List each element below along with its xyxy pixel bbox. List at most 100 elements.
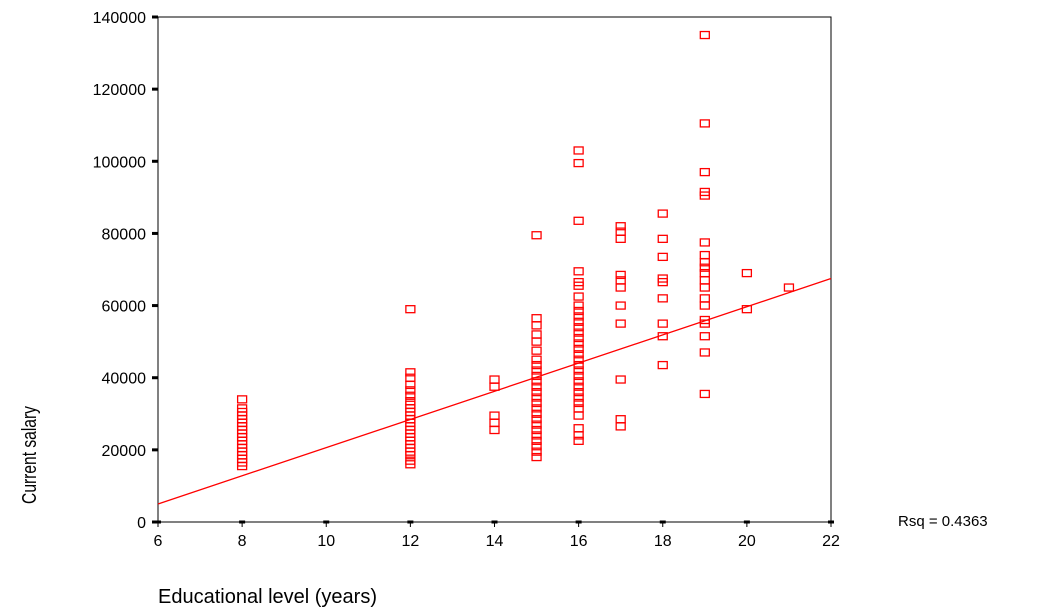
data-point (573, 333, 584, 343)
y-tick-label: 100000 (93, 154, 146, 171)
data-point (573, 317, 584, 326)
data-point (699, 294, 710, 303)
x-tick-label: 18 (654, 533, 672, 550)
data-point (573, 328, 584, 337)
x-tick-label: 22 (822, 533, 840, 550)
data-point (531, 415, 542, 424)
data-point (657, 209, 668, 218)
data-point (657, 319, 668, 328)
data-point (531, 442, 542, 451)
data-point (573, 344, 584, 354)
data-point (615, 415, 626, 424)
data-point (531, 420, 542, 429)
data-point (531, 425, 542, 435)
data-point (573, 411, 584, 420)
data-point (573, 404, 584, 413)
data-point (531, 447, 542, 456)
x-tick-label: 12 (401, 533, 419, 550)
data-point (657, 274, 668, 283)
data-point (699, 283, 710, 292)
data-point (489, 418, 500, 427)
data-point (531, 393, 542, 402)
data-point (405, 386, 416, 395)
data-point (573, 146, 584, 155)
data-point (741, 305, 753, 314)
data-point (531, 346, 542, 355)
data-point (531, 321, 542, 330)
data-point (405, 305, 416, 314)
data-point (489, 425, 500, 435)
data-point (573, 277, 584, 287)
y-tick-label: 80000 (102, 226, 147, 243)
data-point (615, 222, 626, 231)
data-point (531, 314, 542, 323)
data-point (699, 30, 710, 40)
data-point (531, 377, 542, 386)
data-point (699, 263, 710, 272)
rsq-annotation: Rsq = 0.4363 (898, 513, 988, 530)
plot-frame (157, 16, 832, 523)
data-point (531, 355, 542, 364)
x-tick-label: 14 (486, 533, 504, 550)
data-point (573, 158, 584, 168)
data-point (699, 301, 710, 310)
data-point (531, 337, 542, 346)
data-points (236, 30, 795, 471)
data-point (699, 187, 710, 197)
y-tick-label: 140000 (93, 10, 146, 27)
data-point (573, 360, 584, 370)
regression-line (157, 277, 832, 505)
data-point (657, 332, 668, 341)
x-tick-label: 16 (570, 533, 588, 550)
data-point (405, 456, 416, 465)
data-point (741, 268, 753, 278)
data-point (615, 270, 626, 280)
data-point (615, 283, 626, 292)
data-point (531, 398, 542, 408)
data-point (699, 119, 710, 128)
data-point (615, 319, 626, 328)
data-point (531, 409, 542, 418)
data-point (573, 393, 584, 402)
y-axis: 0 20000 40000 60000 80000 100000 120000 140000 (93, 10, 158, 532)
data-point (531, 330, 542, 339)
data-point (573, 377, 584, 386)
x-tick-label: 10 (317, 533, 335, 550)
data-point (615, 227, 626, 236)
data-point (573, 382, 584, 391)
data-point (573, 312, 584, 321)
data-point (531, 231, 542, 240)
y-tick-label: 120000 (93, 82, 146, 99)
data-point (531, 360, 542, 370)
data-point (615, 234, 626, 243)
data-point (615, 276, 626, 285)
data-point (531, 404, 542, 413)
y-tick-label: 60000 (102, 299, 147, 316)
data-point (573, 292, 584, 301)
data-point (573, 371, 584, 381)
data-point (573, 387, 584, 397)
data-point (699, 348, 710, 357)
x-tick-label: 8 (238, 533, 247, 550)
data-point (699, 250, 710, 260)
data-point (531, 371, 542, 381)
data-point (573, 355, 584, 364)
data-point (615, 422, 626, 431)
data-point (699, 268, 710, 278)
data-point (573, 398, 584, 408)
data-point (573, 301, 584, 310)
y-axis-title: Current salary (18, 406, 40, 504)
data-point (699, 167, 710, 177)
x-axis: 6 8 10 12 14 16 18 20 22 (154, 520, 840, 550)
data-point (699, 315, 710, 325)
data-point (573, 216, 584, 225)
data-point (573, 366, 584, 375)
data-point (657, 252, 668, 262)
data-point (531, 366, 542, 375)
x-tick-label: 6 (154, 533, 163, 550)
data-point (531, 382, 542, 391)
data-point (573, 339, 584, 348)
y-tick-label: 0 (137, 515, 146, 532)
x-axis-title: Educational level (years) (158, 586, 377, 608)
